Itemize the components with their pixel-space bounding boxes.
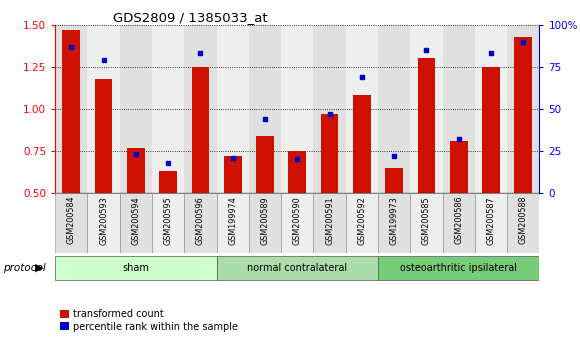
Text: GSM200594: GSM200594 [131,196,140,245]
Text: GSM199973: GSM199973 [390,196,398,245]
Text: sham: sham [122,263,149,273]
Text: ▶: ▶ [35,263,44,273]
FancyBboxPatch shape [55,256,216,280]
FancyBboxPatch shape [507,193,539,253]
Text: osteoarthritic ipsilateral: osteoarthritic ipsilateral [400,263,517,273]
FancyBboxPatch shape [313,193,346,253]
Bar [450,141,467,193]
FancyBboxPatch shape [281,193,313,253]
Bar [321,114,338,193]
FancyBboxPatch shape [55,193,88,253]
Bar [224,156,241,193]
Bar [119,25,152,193]
FancyBboxPatch shape [216,193,249,253]
Bar [410,25,443,193]
Text: protocol: protocol [3,263,46,273]
Bar [152,25,184,193]
Text: GSM199974: GSM199974 [228,196,237,245]
Text: GSM200586: GSM200586 [454,196,463,245]
FancyBboxPatch shape [346,193,378,253]
Bar [313,25,346,193]
Text: GSM200588: GSM200588 [519,196,528,245]
Text: normal contralateral: normal contralateral [247,263,347,273]
Text: GSM200584: GSM200584 [67,196,76,245]
FancyBboxPatch shape [119,193,152,253]
Bar [249,25,281,193]
FancyBboxPatch shape [216,256,378,280]
Bar [191,67,209,193]
Text: GSM200585: GSM200585 [422,196,431,245]
Bar [514,36,532,193]
Bar [184,25,216,193]
FancyBboxPatch shape [184,193,216,253]
FancyBboxPatch shape [249,193,281,253]
Text: GSM200587: GSM200587 [487,196,495,245]
Text: GSM200593: GSM200593 [99,196,108,245]
Bar [256,136,274,193]
Bar [288,151,306,193]
FancyBboxPatch shape [88,193,119,253]
Bar [281,25,313,193]
Text: GSM200595: GSM200595 [164,196,173,245]
Bar [475,25,507,193]
FancyBboxPatch shape [152,193,184,253]
Bar [418,58,435,193]
Text: GSM200591: GSM200591 [325,196,334,245]
Text: GSM200590: GSM200590 [293,196,302,245]
Text: GSM200589: GSM200589 [260,196,270,245]
Bar [443,25,475,193]
Bar [378,25,410,193]
Text: GDS2809 / 1385033_at: GDS2809 / 1385033_at [113,11,268,24]
Bar [95,79,113,193]
FancyBboxPatch shape [378,256,539,280]
Bar [127,148,144,193]
Bar [55,25,88,193]
Bar [346,25,378,193]
FancyBboxPatch shape [475,193,507,253]
Bar [88,25,119,193]
Bar [385,168,403,193]
Text: GSM200596: GSM200596 [196,196,205,245]
FancyBboxPatch shape [443,193,475,253]
Bar [63,30,80,193]
FancyBboxPatch shape [378,193,410,253]
Bar [482,67,500,193]
Bar [160,171,177,193]
Legend: transformed count, percentile rank within the sample: transformed count, percentile rank withi… [60,309,238,332]
Bar [507,25,539,193]
Text: GSM200592: GSM200592 [357,196,367,245]
Bar [216,25,249,193]
Bar [353,96,371,193]
FancyBboxPatch shape [410,193,443,253]
